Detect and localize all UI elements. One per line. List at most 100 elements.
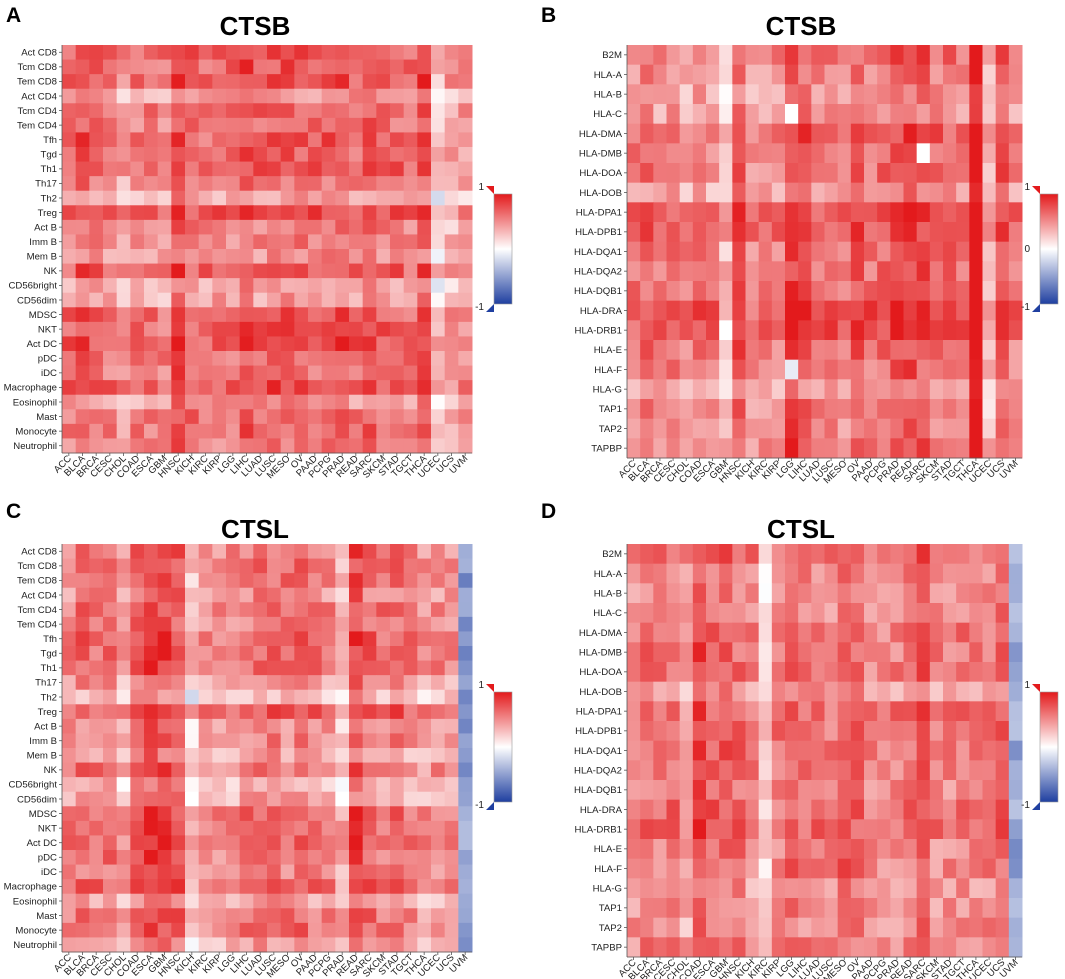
- heatmap-cell: [877, 622, 891, 643]
- heatmap-cell: [692, 760, 707, 781]
- heatmap-cell: [171, 558, 186, 574]
- heatmap-cell: [335, 190, 350, 206]
- heatmap-cell: [877, 642, 891, 663]
- heatmap-cell: [995, 241, 1010, 262]
- heatmap-cell: [362, 646, 377, 662]
- heatmap-cell: [798, 399, 812, 420]
- heatmap-cell: [171, 850, 186, 866]
- colorbar-label: -1: [1021, 302, 1030, 313]
- heatmap-cell: [417, 147, 432, 163]
- heatmap-cell: [431, 820, 446, 836]
- heatmap-cell: [239, 806, 254, 822]
- heatmap-cell: [130, 893, 145, 909]
- heatmap-cell: [458, 278, 473, 294]
- heatmap-cell: [198, 544, 213, 560]
- heatmap-cell: [294, 908, 309, 924]
- heatmap-cell: [403, 409, 418, 425]
- heatmap-cell: [144, 631, 159, 647]
- heatmap-cell: [850, 123, 865, 144]
- heatmap-cell: [864, 399, 878, 420]
- heatmap-cell: [267, 336, 282, 352]
- heatmap-cell: [308, 820, 323, 836]
- heatmap-cell: [903, 202, 918, 223]
- heatmap-cell: [692, 399, 707, 420]
- heatmap-cell: [431, 336, 446, 352]
- heatmap-cell: [824, 123, 839, 144]
- heatmap-cell: [692, 163, 707, 184]
- heatmap-cell: [719, 84, 733, 105]
- heatmap-cell: [758, 438, 773, 459]
- heatmap-cell: [308, 544, 323, 560]
- heatmap-cell: [171, 234, 186, 250]
- heatmap-cell: [267, 380, 282, 396]
- heatmap-cell: [692, 182, 707, 203]
- heatmap-cell: [679, 721, 694, 742]
- heatmap-cell: [171, 278, 186, 294]
- heatmap-cell: [62, 689, 77, 705]
- heatmap-cell: [458, 263, 473, 279]
- heatmap-cell: [943, 937, 957, 958]
- heatmap-cell: [943, 222, 957, 243]
- heatmap-cell: [995, 84, 1010, 105]
- heatmap-cell: [171, 365, 186, 381]
- heatmap-cell: [294, 45, 309, 61]
- heatmap-cell: [929, 819, 944, 840]
- heatmap-cell: [864, 622, 878, 643]
- heatmap-cell: [253, 278, 268, 294]
- heatmap-cell: [982, 721, 997, 742]
- heatmap-cell: [969, 281, 983, 302]
- heatmap-cell: [890, 123, 904, 144]
- heatmap-cell: [417, 587, 432, 603]
- heatmap-cell: [376, 292, 391, 308]
- heatmap-cell: [666, 261, 681, 282]
- heatmap-cell: [62, 74, 77, 90]
- heatmap-cell: [903, 839, 918, 860]
- heatmap-cell: [376, 879, 391, 895]
- heatmap-cell: [321, 278, 336, 294]
- heatmap-cell: [706, 662, 720, 683]
- heatmap-cell: [212, 937, 227, 953]
- heatmap-cell: [89, 336, 104, 352]
- heatmap-cell: [850, 819, 865, 840]
- heatmap-cell: [62, 161, 77, 177]
- heatmap-cell: [144, 864, 159, 880]
- heatmap-cell: [679, 202, 694, 223]
- heatmap-cell: [417, 45, 432, 61]
- heatmap-cell: [458, 733, 473, 749]
- heatmap-cell: [824, 379, 839, 400]
- heatmap-cell: [798, 740, 812, 761]
- heatmap-cell: [267, 704, 282, 720]
- heatmap-cell: [864, 45, 878, 66]
- heatmap-cell: [811, 819, 825, 840]
- heatmap-cell: [666, 898, 681, 919]
- heatmap-cell: [627, 399, 641, 420]
- row-label: HLA-G: [593, 883, 622, 894]
- heatmap-cell: [798, 583, 812, 604]
- heatmap-cell: [929, 281, 944, 302]
- heatmap-cell: [280, 307, 295, 323]
- heatmap-cell: [185, 835, 200, 851]
- heatmap-cell: [171, 748, 186, 764]
- heatmap-cell: [824, 839, 839, 860]
- heatmap-cell: [837, 399, 852, 420]
- heatmap-cell: [130, 249, 145, 265]
- heatmap-cell: [903, 780, 918, 801]
- heatmap-cell: [943, 917, 957, 938]
- heatmap-cell: [640, 281, 654, 302]
- heatmap-cell: [666, 104, 681, 125]
- heatmap-cell: [653, 438, 667, 459]
- heatmap-cell: [758, 819, 773, 840]
- heatmap-cell: [785, 622, 799, 643]
- heatmap-cell: [321, 660, 336, 676]
- heatmap-cell: [390, 908, 405, 924]
- heatmap-cell: [130, 733, 145, 749]
- heatmap-cell: [349, 263, 364, 279]
- heatmap-cell: [982, 281, 997, 302]
- heatmap-cell: [956, 603, 970, 624]
- heatmap-cell: [732, 45, 746, 66]
- heatmap-cell: [417, 718, 432, 734]
- heatmap-cell: [785, 780, 799, 801]
- heatmap-cell: [417, 908, 432, 924]
- panel-b: B CTSB B2MHLA-AHLA-BHLA-CHLA-DMAHLA-DMBH…: [541, 4, 1059, 486]
